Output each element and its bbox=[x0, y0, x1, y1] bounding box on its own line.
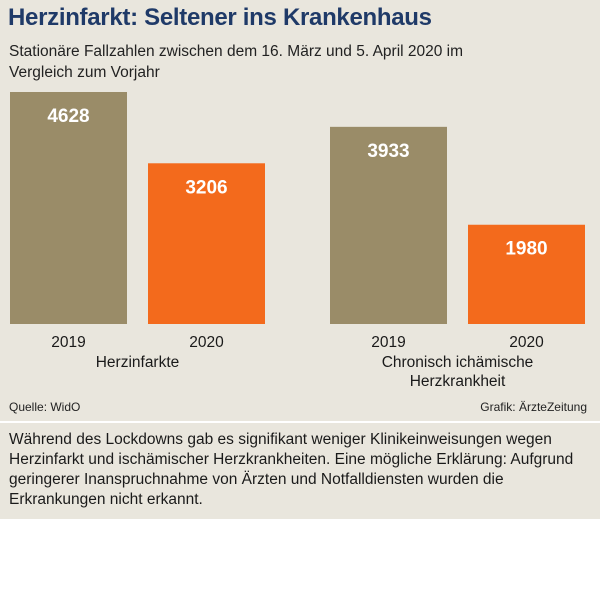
bar-2019-group-2 bbox=[330, 126, 447, 324]
tick-label: 2019 bbox=[371, 334, 405, 351]
group-label: Chronisch ichämische bbox=[382, 354, 534, 371]
bar-2019-group-1 bbox=[10, 92, 127, 324]
bar-2020-group-2 bbox=[468, 224, 585, 324]
data-label: 4628 bbox=[47, 106, 89, 127]
data-label: 3933 bbox=[367, 141, 409, 162]
tick-label: 2020 bbox=[509, 334, 544, 351]
chart-title: Herzinfarkt: Seltener ins Krankenhaus bbox=[8, 4, 432, 31]
infographic-panel: Herzinfarkt: Seltener ins Krankenhaus St… bbox=[0, 0, 600, 519]
graphic-credit: Grafik: ÄrzteZeitung bbox=[480, 400, 587, 414]
source-note: Quelle: WidO bbox=[9, 400, 81, 414]
explanation-text: Während des Lockdowns gab es signifikant… bbox=[9, 431, 574, 508]
bar-chart: 4628 2019 3206 2020 Herzinfarkte 3933 2019 1980… bbox=[10, 92, 585, 390]
data-label: 1980 bbox=[505, 239, 547, 260]
data-label: 3206 bbox=[185, 177, 227, 198]
divider bbox=[0, 421, 600, 423]
tick-label: 2020 bbox=[189, 334, 224, 351]
chart-subtitle: Stationäre Fallzahlen zwischen dem 16. M… bbox=[9, 43, 464, 81]
tick-label: 2019 bbox=[51, 334, 85, 351]
group-label: Herzinfarkte bbox=[96, 354, 180, 371]
bar-2020-group-1 bbox=[148, 163, 265, 324]
group-label: Herzkrankheit bbox=[410, 373, 506, 390]
